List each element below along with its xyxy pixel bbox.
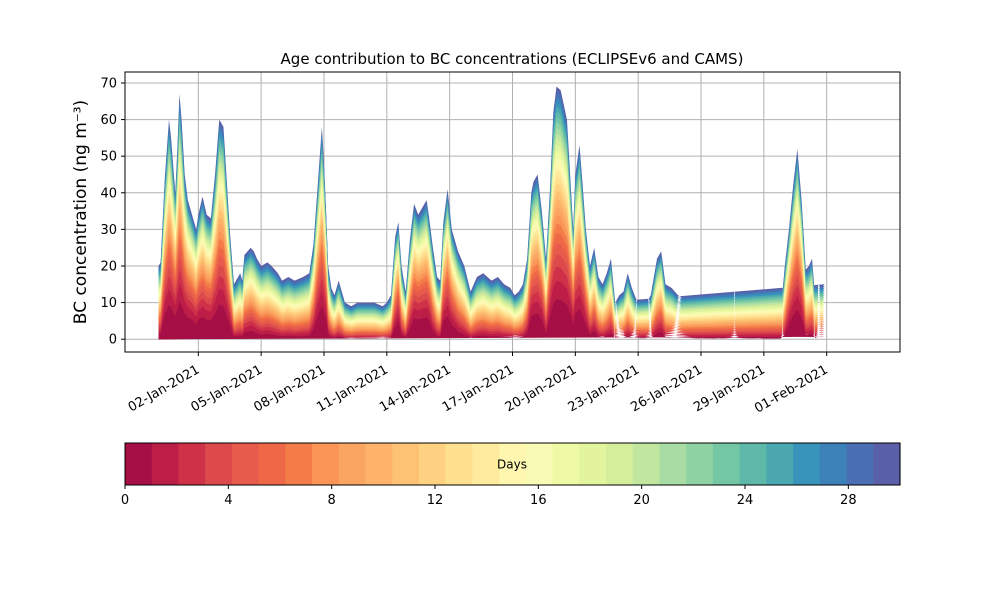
colorbar-label: Days (497, 458, 527, 472)
colorbar-segment (713, 443, 740, 485)
y-tick-label: 40 (100, 186, 117, 201)
x-axis: 02-Jan-202105-Jan-202108-Jan-202111-Jan-… (126, 352, 831, 416)
colorbar-tick-label: 24 (737, 493, 754, 508)
colorbar-segment (847, 443, 874, 485)
y-tick-label: 20 (100, 259, 117, 274)
y-axis: 0 10 20 30 40 50 60 70 (100, 76, 125, 347)
colorbar-tick-label: 20 (633, 493, 650, 508)
colorbar-segment (419, 443, 446, 485)
colorbar-segment (152, 443, 179, 485)
colorbar-segment (312, 443, 339, 485)
colorbar-segment (793, 443, 820, 485)
colorbar-segment (659, 443, 686, 485)
colorbar-segment (285, 443, 312, 485)
y-tick-label: 30 (100, 223, 117, 238)
colorbar-segment (579, 443, 606, 485)
area-layers (159, 87, 825, 340)
colorbar-tick-label: 0 (121, 493, 129, 508)
colorbar-segment (606, 443, 633, 485)
colorbar-segment (472, 443, 499, 485)
colorbar-segment (205, 443, 232, 485)
colorbar-segment (873, 443, 900, 485)
colorbar-segment (740, 443, 767, 485)
figure: Age contribution to BC concentrations (E… (0, 0, 1000, 600)
colorbar-segment (366, 443, 393, 485)
y-tick-label: 60 (100, 113, 117, 128)
colorbar-tick-label: 4 (224, 493, 232, 508)
colorbar-segment (766, 443, 793, 485)
colorbar-segment (526, 443, 553, 485)
colorbar-segment (259, 443, 286, 485)
colorbar: 0 4 8 12 16 20 24 28 Days (121, 443, 901, 508)
y-tick-label: 0 (109, 333, 117, 348)
colorbar-segment (178, 443, 205, 485)
y-axis-label: BC concentration (ng m⁻³) (71, 100, 91, 324)
colorbar-segment (392, 443, 419, 485)
colorbar-segment (232, 443, 259, 485)
colorbar-segment (820, 443, 847, 485)
colorbar-segment (125, 443, 152, 485)
colorbar-segment (553, 443, 580, 485)
y-tick-label: 70 (100, 76, 117, 91)
chart-title: Age contribution to BC concentrations (E… (281, 50, 744, 68)
colorbar-segment (633, 443, 660, 485)
colorbar-tick-label: 12 (427, 493, 444, 508)
colorbar-tick-label: 28 (840, 493, 857, 508)
colorbar-segment (686, 443, 713, 485)
colorbar-segment (339, 443, 366, 485)
colorbar-segment (446, 443, 473, 485)
y-tick-label: 10 (100, 296, 117, 311)
y-tick-label: 50 (100, 150, 117, 165)
colorbar-tick-label: 8 (328, 493, 336, 508)
colorbar-tick-label: 16 (530, 493, 547, 508)
